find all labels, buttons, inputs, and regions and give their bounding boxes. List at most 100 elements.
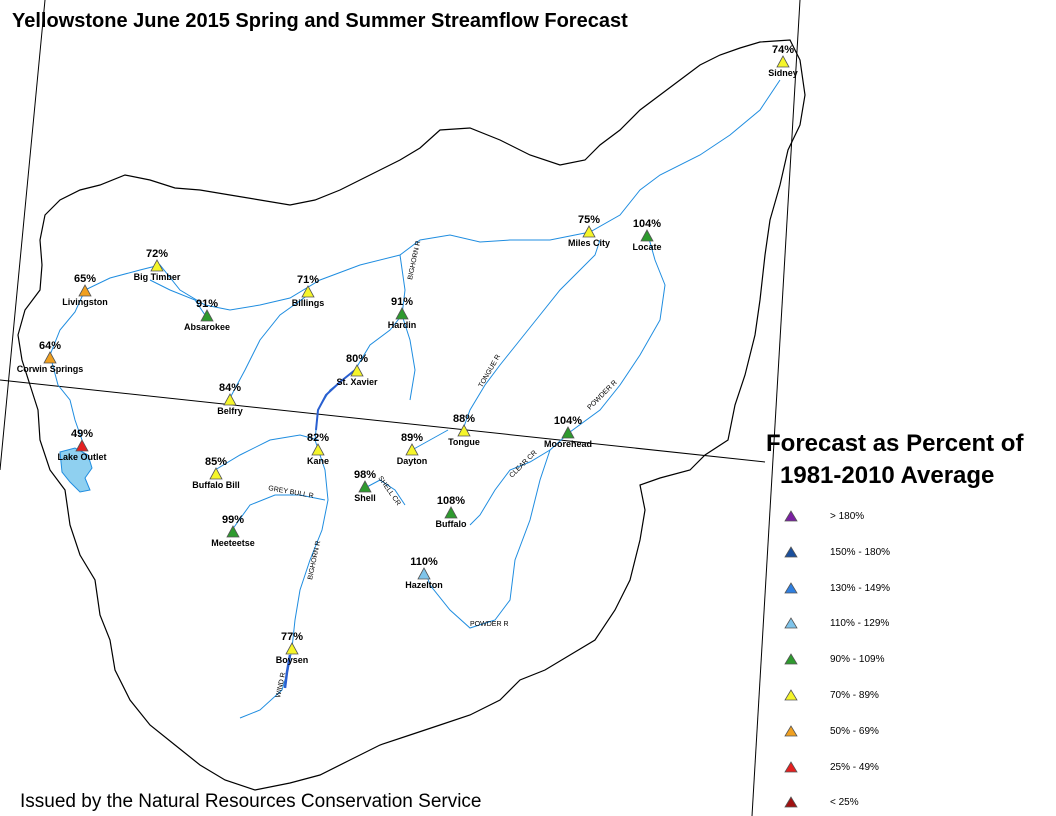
triangle-marker-icon [640,229,654,242]
triangle-marker-icon [561,426,575,439]
site-name: Absarokee [184,322,230,332]
river-label: SHELL CR [376,475,401,507]
site-name: Buffalo [436,519,467,529]
triangle-marker-icon [78,284,92,297]
river-bighorn [239,314,403,719]
triangle-swatch-icon [784,617,798,629]
site-name: Buffalo Bill [192,480,240,490]
river-label: BIGHORN R [407,240,422,280]
river-stillwater [149,279,206,316]
legend-item-label: 50% - 69% [830,725,879,737]
triangle-swatch-icon [784,796,798,808]
site-name: Locate [632,242,661,252]
forecast-sites: 74% Sidney 75% Miles City 104% Locate 72% Big T… [17,44,798,665]
boysen-reservoir [283,654,292,689]
site-name: Miles City [568,238,610,248]
site-meeteetse: 99% Meeteetse [211,514,255,548]
site-name: Hardin [388,320,417,330]
triangle-marker-icon [223,393,237,406]
site-percent: 104% [554,415,582,427]
site-name: Belfry [217,406,243,416]
legend-title: Forecast as Percent of 1981-2010 Average [766,428,1056,492]
site-name: Moorehead [544,439,592,449]
site-percent: 89% [401,432,423,444]
legend-item: < 25% [784,794,984,814]
legend-item: 90% - 109% [784,651,984,671]
legend-item: 70% - 89% [784,687,984,707]
state-line-west [0,0,46,471]
site-locate: 104% Locate [632,218,661,252]
legend-item-label: 25% - 49% [830,761,879,773]
state-line-mt-wy [0,379,766,463]
triangle-swatch-icon [784,760,798,772]
site-name: Livingston [62,297,108,307]
legend-item-label: 70% - 89% [830,690,879,701]
basin-outline [17,39,806,791]
site-percent: 104% [633,218,661,230]
site-percent: 72% [146,248,168,260]
triangle-marker-icon [209,467,223,480]
site-big-timber: 72% Big Timber [134,248,181,282]
site-percent: 74% [772,44,794,56]
triangle-marker-icon [285,642,299,655]
river-label: TONGUE R [478,354,502,389]
triangle-marker-icon [150,259,164,272]
triangle-marker-icon [417,567,431,580]
site-billings: 71% Billings [292,274,325,308]
site-corwin-springs: 64% Corwin Springs [17,340,84,374]
bighorn-reservoir [315,369,356,431]
site-lake-outlet: 49% Lake Outlet [57,428,106,462]
legend-item: 130% - 149% [784,580,984,600]
site-belfry: 84% Belfry [217,382,243,416]
river-label: POWDER R [470,621,509,628]
river-clarks-fork [229,294,309,399]
river-label: GREY BULL R [268,485,314,500]
site-percent: 98% [354,469,376,481]
state-line-east [751,0,801,816]
legend-item-label: 90% - 109% [830,654,885,666]
site-name: Hazelton [405,580,443,590]
site-moorehead: 104% Moorehead [544,415,592,449]
river-greybull [231,494,326,531]
site-name: Meeteetse [211,538,255,548]
site-percent: 88% [453,413,475,425]
site-name: Sidney [768,68,798,78]
site-name: Boysen [276,655,309,665]
site-percent: 108% [437,495,465,507]
site-hazelton: 110% Hazelton [405,556,443,590]
site-st-xavier: 80% St. Xavier [336,353,378,387]
site-kane: 82% Kane [307,432,329,466]
river-dayton [411,429,449,451]
site-percent: 84% [219,382,241,394]
site-percent: 91% [391,296,413,308]
triangle-marker-icon [457,424,471,437]
site-percent: 110% [410,556,438,568]
site-miles-city: 75% Miles City [568,214,610,248]
rivers [49,79,781,719]
river-powder [424,234,666,629]
legend-item: 150% - 180% [784,544,984,564]
site-percent: 91% [196,298,218,310]
triangle-swatch-icon [784,581,798,593]
triangle-marker-icon [358,480,372,493]
site-percent: 77% [281,631,303,643]
triangle-marker-icon [226,525,240,538]
legend-title-line1: Forecast as Percent of [766,430,1024,457]
river-yellowstone [49,79,781,441]
site-shell: 98% Shell [354,469,376,503]
site-percent: 49% [71,428,93,440]
triangle-marker-icon [776,55,790,68]
river-shoshone [214,434,319,471]
triangle-marker-icon [43,351,57,364]
triangle-swatch-icon [784,689,798,701]
triangle-marker-icon [200,309,214,322]
yellowstone-lake [59,447,93,493]
site-livingston: 65% Livingston [62,273,108,307]
site-boysen: 77% Boysen [276,631,309,665]
triangle-marker-icon [444,506,458,519]
site-name: Dayton [397,456,428,466]
legend-title-line2: 1981-2010 Average [780,462,995,489]
river-little-bighorn [401,314,416,401]
triangle-marker-icon [301,285,315,298]
